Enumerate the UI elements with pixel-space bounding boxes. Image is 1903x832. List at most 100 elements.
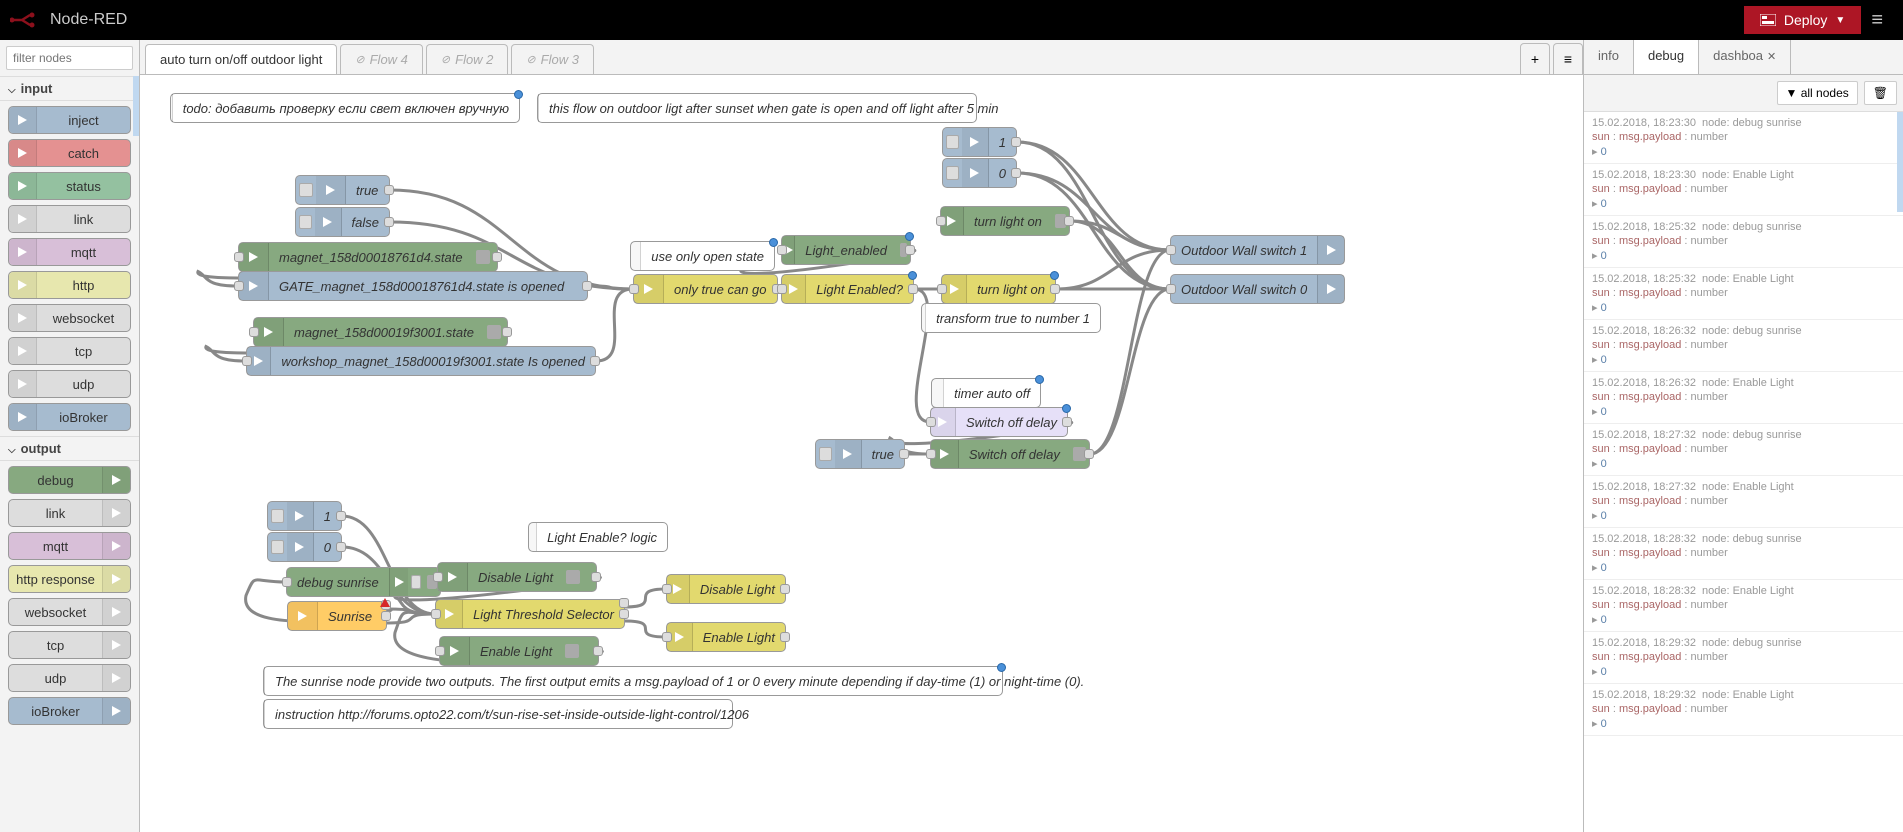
flow-node-i4[interactable]: 0 [267, 532, 342, 562]
flow-node-ch2[interactable]: Disable Light [666, 574, 786, 604]
debug-value[interactable]: 0 [1592, 613, 1895, 626]
flow-node-c5[interactable]: timer auto off [931, 378, 1041, 408]
flow-node-c7[interactable]: The sunrise node provide two outputs. Th… [263, 666, 1003, 696]
input-port[interactable] [629, 284, 639, 294]
flow-node-i2[interactable]: false [295, 207, 390, 237]
palette-node-mqtt[interactable]: mqtt [8, 238, 131, 266]
flow-node-i1[interactable]: true [295, 175, 390, 205]
debug-message[interactable]: 15.02.2018, 18:25:32node: debug sunrise … [1584, 216, 1903, 268]
palette-node-mqtt[interactable]: mqtt [8, 532, 131, 560]
flow-node-o2[interactable]: Outdoor Wall switch 0 [1170, 274, 1345, 304]
input-port[interactable] [777, 245, 787, 255]
input-port[interactable] [937, 284, 947, 294]
debug-value[interactable]: 0 [1592, 509, 1895, 522]
output-port[interactable] [1050, 284, 1060, 294]
flow-canvas[interactable]: todo: добавить проверку если свет включе… [140, 75, 1583, 832]
output-port[interactable] [502, 327, 512, 337]
palette-node-catch[interactable]: catch [8, 139, 131, 167]
sidebar-tab-dashboa[interactable]: dashboa✕ [1699, 40, 1791, 74]
tab-auto-turn-on/off-outdoor-light[interactable]: auto turn on/off outdoor light [145, 44, 337, 74]
output-port[interactable] [619, 598, 629, 608]
flow-node-ha9[interactable]: Enable Light [439, 636, 599, 666]
output-port[interactable] [1064, 216, 1074, 226]
output-port[interactable] [908, 284, 918, 294]
tab-Flow-2[interactable]: Flow 2 [426, 44, 509, 74]
flow-node-ha8[interactable]: Disable Light [437, 562, 597, 592]
flow-node-i6[interactable]: 0 [942, 158, 1017, 188]
flow-node-c4[interactable]: transform true to number 1 [921, 303, 1101, 333]
palette-node-http[interactable]: http [8, 271, 131, 299]
palette-node-ioBroker[interactable]: ioBroker [8, 403, 131, 431]
palette-node-link[interactable]: link [8, 499, 131, 527]
debug-message[interactable]: 15.02.2018, 18:28:32node: debug sunrise … [1584, 528, 1903, 580]
flow-node-ch3[interactable]: Enable Light [666, 622, 786, 652]
palette-node-link[interactable]: link [8, 205, 131, 233]
output-port[interactable] [619, 609, 629, 619]
input-port[interactable] [662, 632, 672, 642]
input-port[interactable] [777, 284, 787, 294]
wire[interactable] [596, 289, 633, 361]
filter-nodes-button[interactable]: ▼ all nodes [1777, 81, 1858, 105]
debug-value[interactable]: 0 [1592, 457, 1895, 470]
output-port[interactable] [1011, 137, 1021, 147]
input-port[interactable] [1166, 245, 1176, 255]
debug-message[interactable]: 15.02.2018, 18:23:30node: debug sunrise … [1584, 112, 1903, 164]
flow-node-dbg1[interactable]: debug sunrise [286, 567, 441, 597]
debug-value[interactable]: 0 [1592, 249, 1895, 262]
tab-list-button[interactable]: ≡ [1553, 43, 1583, 74]
output-port[interactable] [590, 356, 600, 366]
debug-message[interactable]: 15.02.2018, 18:25:32node: Enable Light s… [1584, 268, 1903, 320]
output-port[interactable] [381, 611, 391, 621]
inject-button[interactable] [271, 540, 284, 554]
flow-node-sw1[interactable]: only true can go [633, 274, 778, 304]
debug-message[interactable]: 15.02.2018, 18:26:32node: debug sunrise … [1584, 320, 1903, 372]
inject-button[interactable] [946, 166, 959, 180]
output-port[interactable] [780, 632, 790, 642]
output-port[interactable] [492, 252, 502, 262]
menu-button[interactable]: ≡ [1861, 9, 1893, 32]
flow-node-sun[interactable]: Sunrise [287, 601, 387, 631]
wire[interactable] [1090, 289, 1170, 454]
palette-scrollbar[interactable] [133, 76, 139, 136]
input-port[interactable] [1166, 284, 1176, 294]
deploy-button[interactable]: Deploy [1744, 6, 1862, 34]
output-port[interactable] [1011, 168, 1021, 178]
input-port[interactable] [431, 609, 441, 619]
flow-node-o1[interactable]: Outdoor Wall switch 1 [1170, 235, 1345, 265]
flow-node-ha7[interactable]: Switch off delay [930, 439, 1090, 469]
debug-message[interactable]: 15.02.2018, 18:29:32node: debug sunrise … [1584, 632, 1903, 684]
input-port[interactable] [936, 216, 946, 226]
palette-node-debug[interactable]: debug [8, 466, 131, 494]
flow-node-sw2[interactable]: Light Enabled? [781, 274, 914, 304]
debug-message[interactable]: 15.02.2018, 18:29:32node: Enable Light s… [1584, 684, 1903, 736]
input-port[interactable] [926, 449, 936, 459]
flow-node-c3[interactable]: use only open state [630, 241, 775, 271]
input-port[interactable] [433, 572, 443, 582]
flow-node-sw3[interactable]: Light Threshold Selector [435, 599, 625, 629]
palette-node-inject[interactable]: inject [8, 106, 131, 134]
flow-node-i3[interactable]: 1 [267, 501, 342, 531]
output-port[interactable] [582, 281, 592, 291]
flow-node-ha1[interactable]: magnet_158d00018761d4.state [238, 242, 498, 272]
wire[interactable] [625, 621, 666, 637]
output-port[interactable] [593, 646, 603, 656]
sidebar-scrollbar[interactable] [1897, 112, 1903, 212]
wire[interactable] [1090, 250, 1170, 454]
inject-button[interactable] [299, 215, 312, 229]
inject-button[interactable] [946, 135, 959, 149]
output-port[interactable] [336, 511, 346, 521]
output-port[interactable] [905, 245, 915, 255]
filter-input[interactable] [6, 46, 133, 70]
debug-value[interactable]: 0 [1592, 197, 1895, 210]
debug-message[interactable]: 15.02.2018, 18:26:32node: Enable Light s… [1584, 372, 1903, 424]
output-port[interactable] [384, 185, 394, 195]
input-port[interactable] [249, 327, 259, 337]
sidebar-tab-debug[interactable]: debug [1634, 40, 1699, 74]
wire[interactable] [1070, 221, 1170, 289]
flow-node-c2[interactable]: this flow on outdoor ligt after sunset w… [537, 93, 977, 123]
flow-node-c8[interactable]: instruction http://forums.opto22.com/t/s… [263, 699, 733, 729]
output-port[interactable] [1084, 449, 1094, 459]
debug-value[interactable]: 0 [1592, 301, 1895, 314]
palette-node-status[interactable]: status [8, 172, 131, 200]
debug-message[interactable]: 15.02.2018, 18:27:32node: debug sunrise … [1584, 424, 1903, 476]
